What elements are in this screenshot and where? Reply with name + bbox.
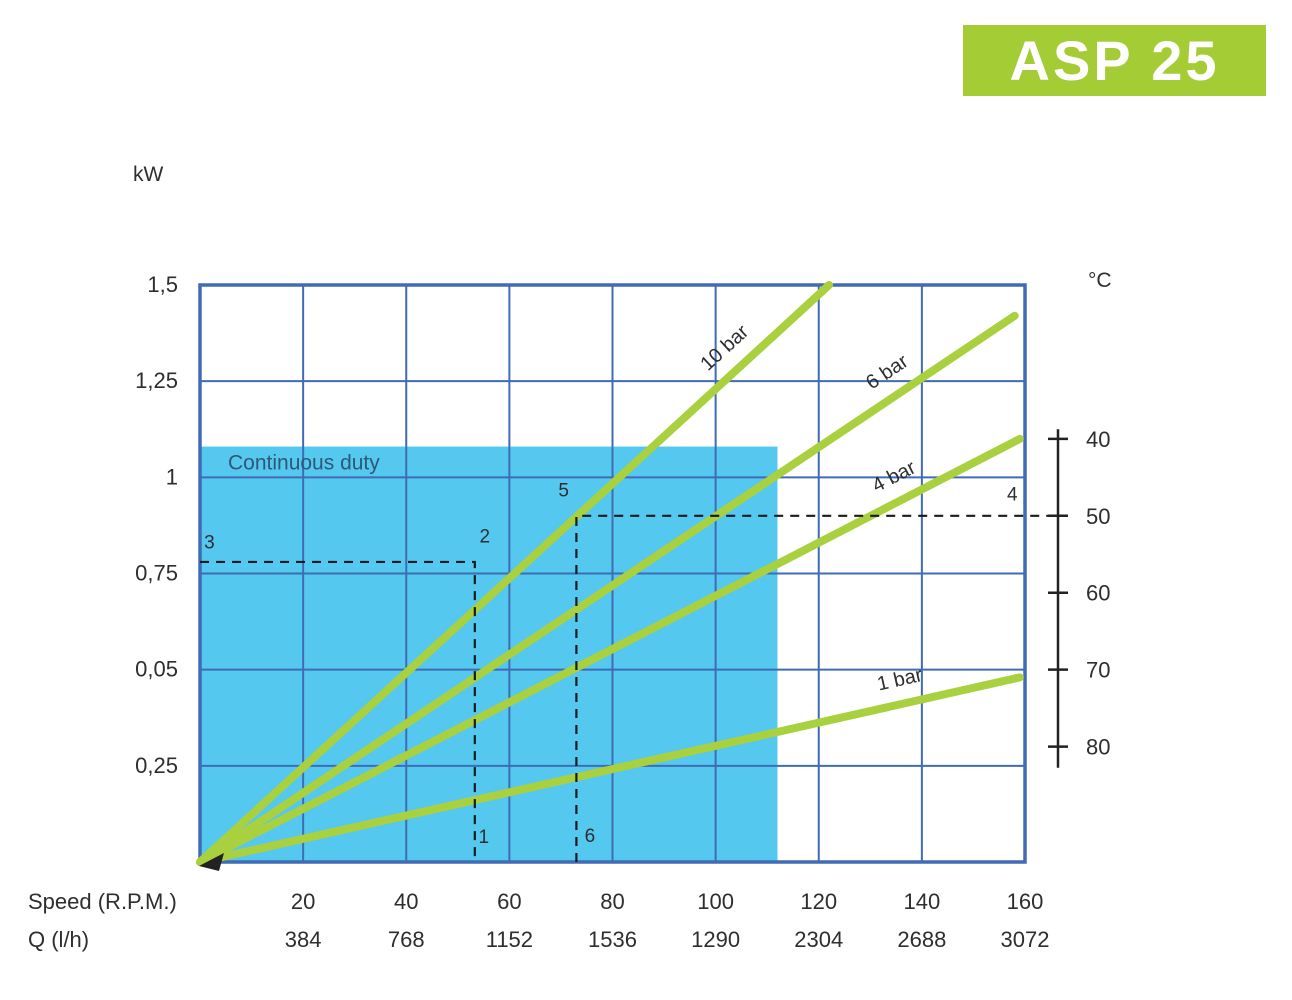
y-tick-1: 1 (166, 464, 178, 489)
q-tick-1290: 1290 (691, 927, 740, 952)
q-tick-2304: 2304 (794, 927, 843, 952)
point-label-2: 2 (479, 527, 490, 548)
point-label-6: 6 (585, 826, 596, 847)
temp-tick-label-50: 50 (1086, 504, 1110, 529)
x-tick-100: 100 (697, 889, 734, 914)
x-tick-160: 160 (1007, 889, 1044, 914)
y-tick-0,05: 0,05 (135, 657, 178, 682)
temp-tick-label-70: 70 (1086, 658, 1110, 683)
q-tick-768: 768 (388, 927, 425, 952)
point-label-3: 3 (204, 532, 215, 553)
q-tick-1536: 1536 (588, 927, 637, 952)
q-axis-label: Q (l/h) (28, 927, 89, 952)
temp-tick-label-80: 80 (1086, 735, 1110, 760)
curve-6-bar (196, 311, 1019, 866)
q-tick-3072: 3072 (1001, 927, 1050, 952)
q-tick-1152: 1152 (486, 927, 533, 952)
y-tick-0,75: 0,75 (135, 561, 178, 586)
x-tick-40: 40 (394, 889, 418, 914)
ref-line-6-5-4 (575, 514, 1058, 862)
model-badge: ASP 25 (963, 25, 1266, 96)
origin-arrow-icon (199, 853, 224, 871)
point-label-1: 1 (478, 827, 489, 848)
temp-tick-label-60: 60 (1086, 581, 1110, 606)
y-tick-1,5: 1,5 (147, 272, 178, 297)
x-tick-80: 80 (600, 889, 624, 914)
point-label-4: 4 (1007, 484, 1018, 505)
ref-line-3-2-1 (200, 560, 476, 862)
point-label-5: 5 (558, 481, 569, 502)
y-tick-1,25: 1,25 (135, 368, 178, 393)
curve-10-bar (196, 281, 834, 866)
x-tick-20: 20 (291, 889, 315, 914)
x-tick-60: 60 (497, 889, 521, 914)
q-tick-384: 384 (285, 927, 322, 952)
x-axis-label: Speed (R.P.M.) (28, 889, 177, 914)
x-tick-120: 120 (800, 889, 837, 914)
q-tick-2688: 2688 (897, 927, 946, 952)
curve-4-bar (196, 434, 1024, 866)
chart-border (198, 283, 1027, 864)
temp-axis-unit-label: °C (1088, 269, 1112, 292)
y-axis-unit-label: kW (133, 163, 164, 186)
x-tick-140: 140 (904, 889, 941, 914)
temp-tick-label-40: 40 (1086, 427, 1110, 452)
y-tick-0,25: 0,25 (135, 753, 178, 778)
continuous-duty-label: Continuous duty (228, 452, 380, 475)
curve-1-bar (196, 673, 1024, 866)
